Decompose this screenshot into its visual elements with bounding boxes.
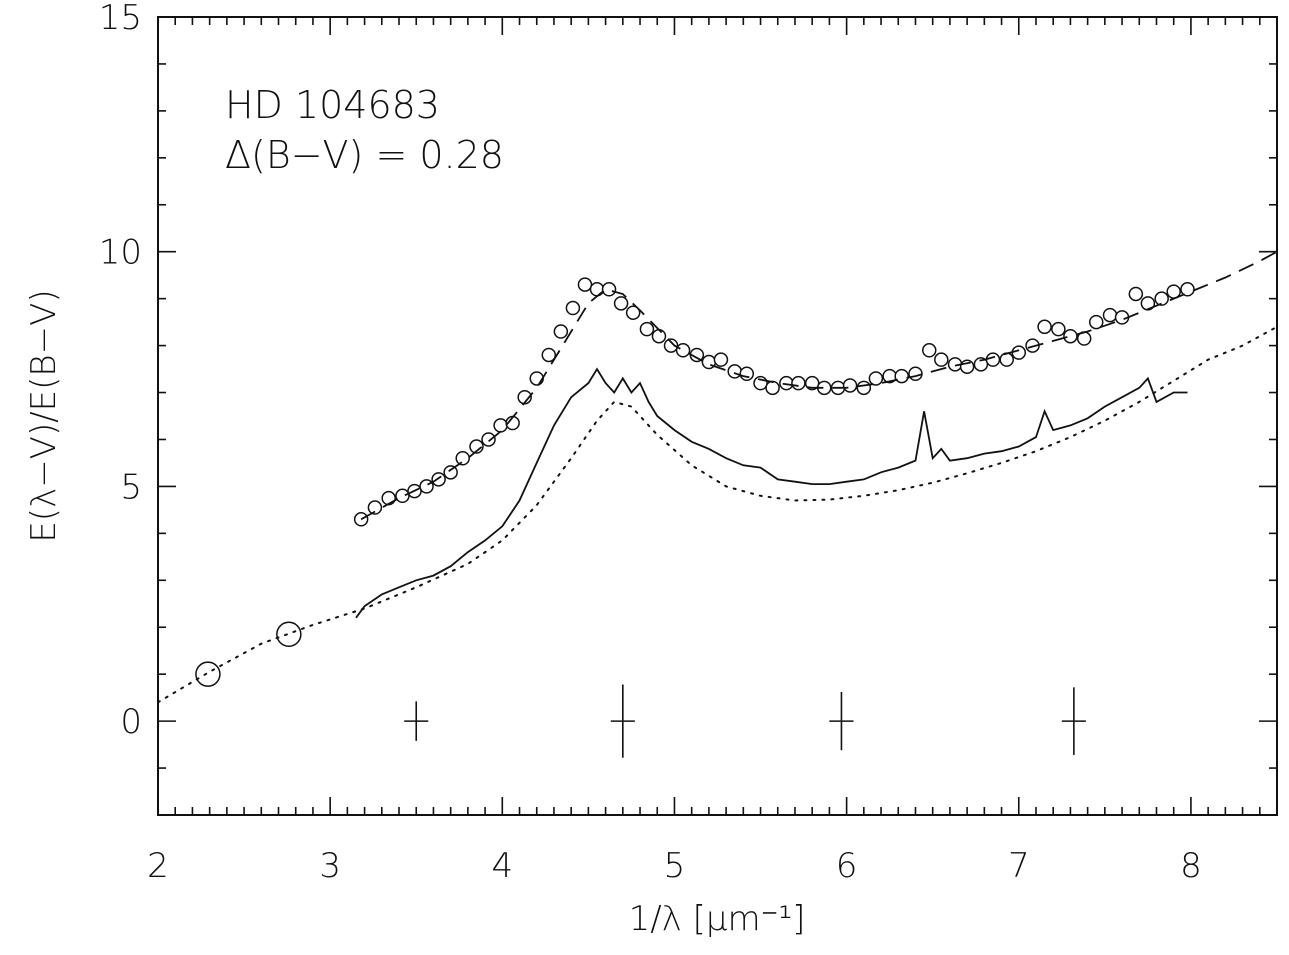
data-point-circle [779,375,794,391]
data-point-circle [565,300,581,316]
data-point-circle [1037,319,1052,335]
plot-frame [157,16,1278,816]
data-series [157,250,1278,704]
data-point-circle [727,364,742,379]
data-point-circle [395,488,410,504]
data-point-circle [842,378,858,393]
data-point-circle [985,352,1001,367]
x-tick-label: 5 [664,846,686,886]
data-point-circle [894,368,909,384]
photometry-point-circle [195,661,221,687]
x-tick-label: 7 [1008,846,1030,886]
data-point-circle [613,296,629,311]
dotted-fit-line [157,325,1278,704]
data-point-circle [469,439,484,454]
data-point-circle [589,282,605,297]
dashed-fit-line [360,250,1278,521]
data-point-circle [753,375,768,391]
data-point-circle [1180,282,1195,297]
star-name-annotation: HD 104683 [225,83,440,127]
spectrum-line [355,367,1188,619]
data-point-circle [999,352,1014,367]
data-point-circle [455,450,470,466]
y-axis-title: E(λ−V)/E(B−V) [24,289,64,542]
data-point-circle [577,277,593,292]
data-point-circle [1102,307,1118,323]
tick-labels: 2 3 4 5 6 7 8 0 5 10 15 [99,0,1202,886]
data-point-circle [1063,328,1078,344]
data-point-circle [959,359,975,374]
photometry-point-circle [276,621,302,648]
y-tick-label: 10 [99,233,142,273]
data-point-circle [625,305,641,320]
data-point-circle [804,375,820,391]
x-tick-label: 3 [319,846,341,886]
error-bars [404,684,1086,758]
y-tick-label: 5 [120,467,142,507]
data-point-circle [1051,321,1066,337]
data-point-circle [443,465,458,480]
x-axis-title: 1/λ [μm⁻¹] [629,899,806,939]
y-tick-label: 15 [99,0,142,38]
data-point-circle [791,375,806,391]
data-point-circle [541,347,557,363]
x-tick-label: 8 [1180,846,1202,886]
data-point-circle [908,366,923,382]
color-excess-annotation: Δ(B−V) = 0.28 [225,133,504,177]
x-tick-label: 4 [491,846,513,886]
x-tick-label: 6 [836,846,858,886]
data-point-circle [868,371,884,386]
data-point-circle [739,366,755,382]
data-point-circle [765,380,780,396]
data-point-circle [921,343,937,358]
x-tick-label: 2 [147,846,169,886]
data-point-circle [663,338,679,353]
axis-ticks [157,16,1278,816]
data-point-circle [1088,314,1104,330]
data-point-circle [493,418,508,433]
data-point-circle [367,500,383,515]
data-point-circle [651,328,667,344]
data-point-circle [639,321,655,337]
data-point-circle [1128,286,1144,302]
data-point-circle [431,472,446,487]
data-point-circle [553,324,569,339]
data-point-circle [713,352,729,367]
y-tick-label: 0 [120,702,142,742]
data-point-circle [529,371,544,386]
data-point-circle [934,352,949,367]
data-point-circle [381,490,396,506]
data-point-circle [1154,291,1169,306]
data-point-circle [601,282,617,297]
data-point-circle [675,343,691,358]
data-point-circle [973,357,989,372]
data-point-circle [1011,345,1027,360]
data-point-circle [481,432,496,447]
data-point-circle [856,380,872,396]
